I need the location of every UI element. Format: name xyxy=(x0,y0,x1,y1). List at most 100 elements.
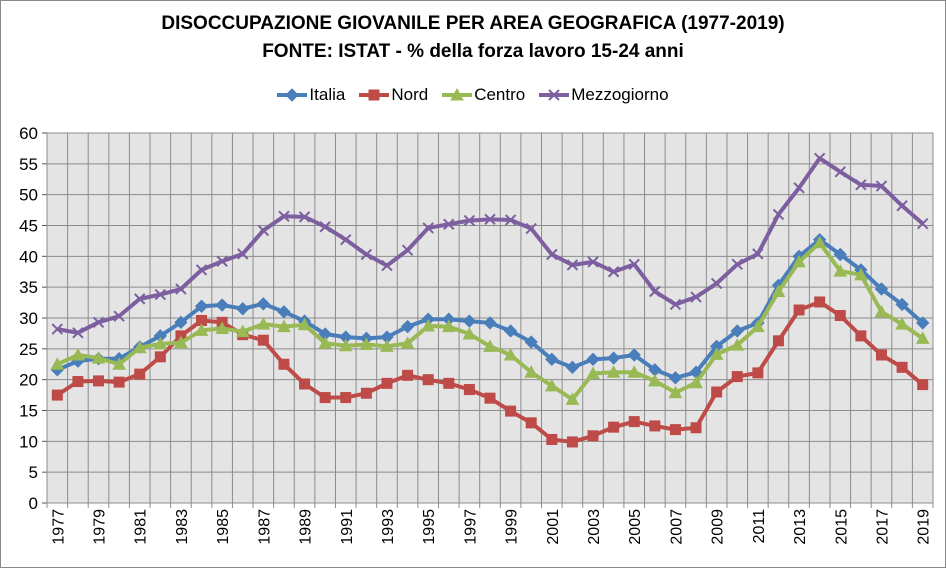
point-mezzogiorno xyxy=(257,224,270,237)
point-centro xyxy=(153,336,168,350)
point-nord xyxy=(257,334,269,346)
point-nord xyxy=(422,374,434,386)
point-mezzogiorno xyxy=(72,327,84,339)
point-italia xyxy=(565,360,580,375)
point-italia xyxy=(833,247,847,262)
point-centro xyxy=(174,335,188,349)
point-italia xyxy=(524,335,538,349)
point-centro xyxy=(400,336,415,349)
x-tick-label: 2005 xyxy=(627,509,644,545)
point-mezzogiorno xyxy=(51,323,64,335)
point-italia xyxy=(730,324,744,338)
x-tick-label: 2017 xyxy=(874,509,891,545)
point-nord xyxy=(649,420,661,432)
point-centro xyxy=(297,317,312,331)
point-nord xyxy=(484,392,496,404)
point-centro xyxy=(380,339,394,352)
point-centro xyxy=(792,254,806,268)
point-centro xyxy=(730,338,745,351)
point-centro xyxy=(544,378,559,392)
point-centro xyxy=(647,373,662,387)
point-nord xyxy=(299,378,311,390)
point-centro xyxy=(586,366,600,379)
point-nord xyxy=(505,405,517,417)
legend-swatch-nord xyxy=(359,89,390,101)
x-tick-label: 2007 xyxy=(668,509,685,545)
point-nord xyxy=(628,416,640,428)
chart-subtitle: FONTE: ISTAT - % della forza lavoro 15-2… xyxy=(262,41,684,62)
point-mezzogiorno xyxy=(813,152,826,164)
legend-label: Centro xyxy=(474,85,526,104)
point-nord xyxy=(463,384,475,396)
y-tick-label: 35 xyxy=(19,278,38,297)
point-centro xyxy=(256,317,271,330)
point-mezzogiorno xyxy=(278,210,290,222)
point-nord xyxy=(51,389,63,401)
point-italia xyxy=(668,371,683,385)
point-mezzogiorno xyxy=(340,233,352,246)
x-tick-label: 2011 xyxy=(751,509,768,544)
point-centro xyxy=(812,235,827,249)
point-italia xyxy=(606,351,621,365)
point-mezzogiorno xyxy=(360,248,373,261)
point-centro xyxy=(50,357,65,370)
point-italia xyxy=(874,282,889,296)
y-tick-label: 50 xyxy=(19,186,38,205)
y-tick-label: 30 xyxy=(19,309,38,328)
point-centro xyxy=(503,347,518,361)
x-tick-label: 1999 xyxy=(504,509,521,545)
point-centro xyxy=(91,351,106,364)
point-nord xyxy=(93,375,105,387)
point-nord xyxy=(546,433,558,445)
y-tick-label: 5 xyxy=(29,463,38,482)
point-centro xyxy=(854,267,868,281)
point-centro xyxy=(338,338,353,352)
point-mezzogiorno xyxy=(855,179,867,191)
x-tick-label: 1979 xyxy=(92,509,109,545)
y-tick-label: 15 xyxy=(19,402,38,421)
legend-item-italia: Italia xyxy=(277,85,345,105)
legend-item-nord: Nord xyxy=(359,85,428,105)
point-nord xyxy=(319,392,331,404)
y-tick-label: 40 xyxy=(19,247,38,266)
x-tick-label: 1993 xyxy=(380,509,397,545)
point-mezzogiorno xyxy=(113,310,125,322)
point-nord xyxy=(402,369,414,381)
point-nord xyxy=(855,330,867,342)
point-centro xyxy=(132,340,147,354)
x-tick-label: 2003 xyxy=(586,509,603,545)
point-mezzogiorno xyxy=(401,244,414,256)
point-italia xyxy=(174,315,188,330)
point-mezzogiorno xyxy=(628,258,640,271)
point-centro xyxy=(318,336,333,349)
x-tick-label: 1983 xyxy=(174,509,191,545)
point-nord xyxy=(525,417,537,429)
point-mezzogiorno xyxy=(587,256,599,268)
point-mezzogiorno xyxy=(92,316,105,329)
y-tick-label: 10 xyxy=(19,432,38,451)
point-mezzogiorno xyxy=(834,166,846,178)
point-mezzogiorno xyxy=(134,293,146,305)
point-centro xyxy=(771,284,786,297)
point-mezzogiorno xyxy=(195,264,208,276)
x-tick-label: 1997 xyxy=(462,509,479,545)
point-italia xyxy=(586,352,600,367)
point-nord xyxy=(731,371,743,383)
point-nord xyxy=(340,392,352,404)
y-tick-label: 0 xyxy=(29,494,38,513)
x-tick-label: 1981 xyxy=(133,509,150,545)
point-centro xyxy=(215,321,229,334)
point-nord xyxy=(814,296,826,308)
point-nord xyxy=(690,422,702,434)
point-nord xyxy=(278,358,290,370)
point-nord xyxy=(896,361,908,373)
legend-label: Italia xyxy=(309,85,346,104)
x-tick-label: 1977 xyxy=(50,509,67,545)
point-mezzogiorno xyxy=(752,248,764,260)
x-tick-label: 1985 xyxy=(215,509,232,545)
legend-swatch-mezzogiorno xyxy=(539,89,570,101)
point-centro xyxy=(668,385,683,399)
point-centro xyxy=(627,365,642,378)
x-tick-label: 2009 xyxy=(710,509,727,545)
